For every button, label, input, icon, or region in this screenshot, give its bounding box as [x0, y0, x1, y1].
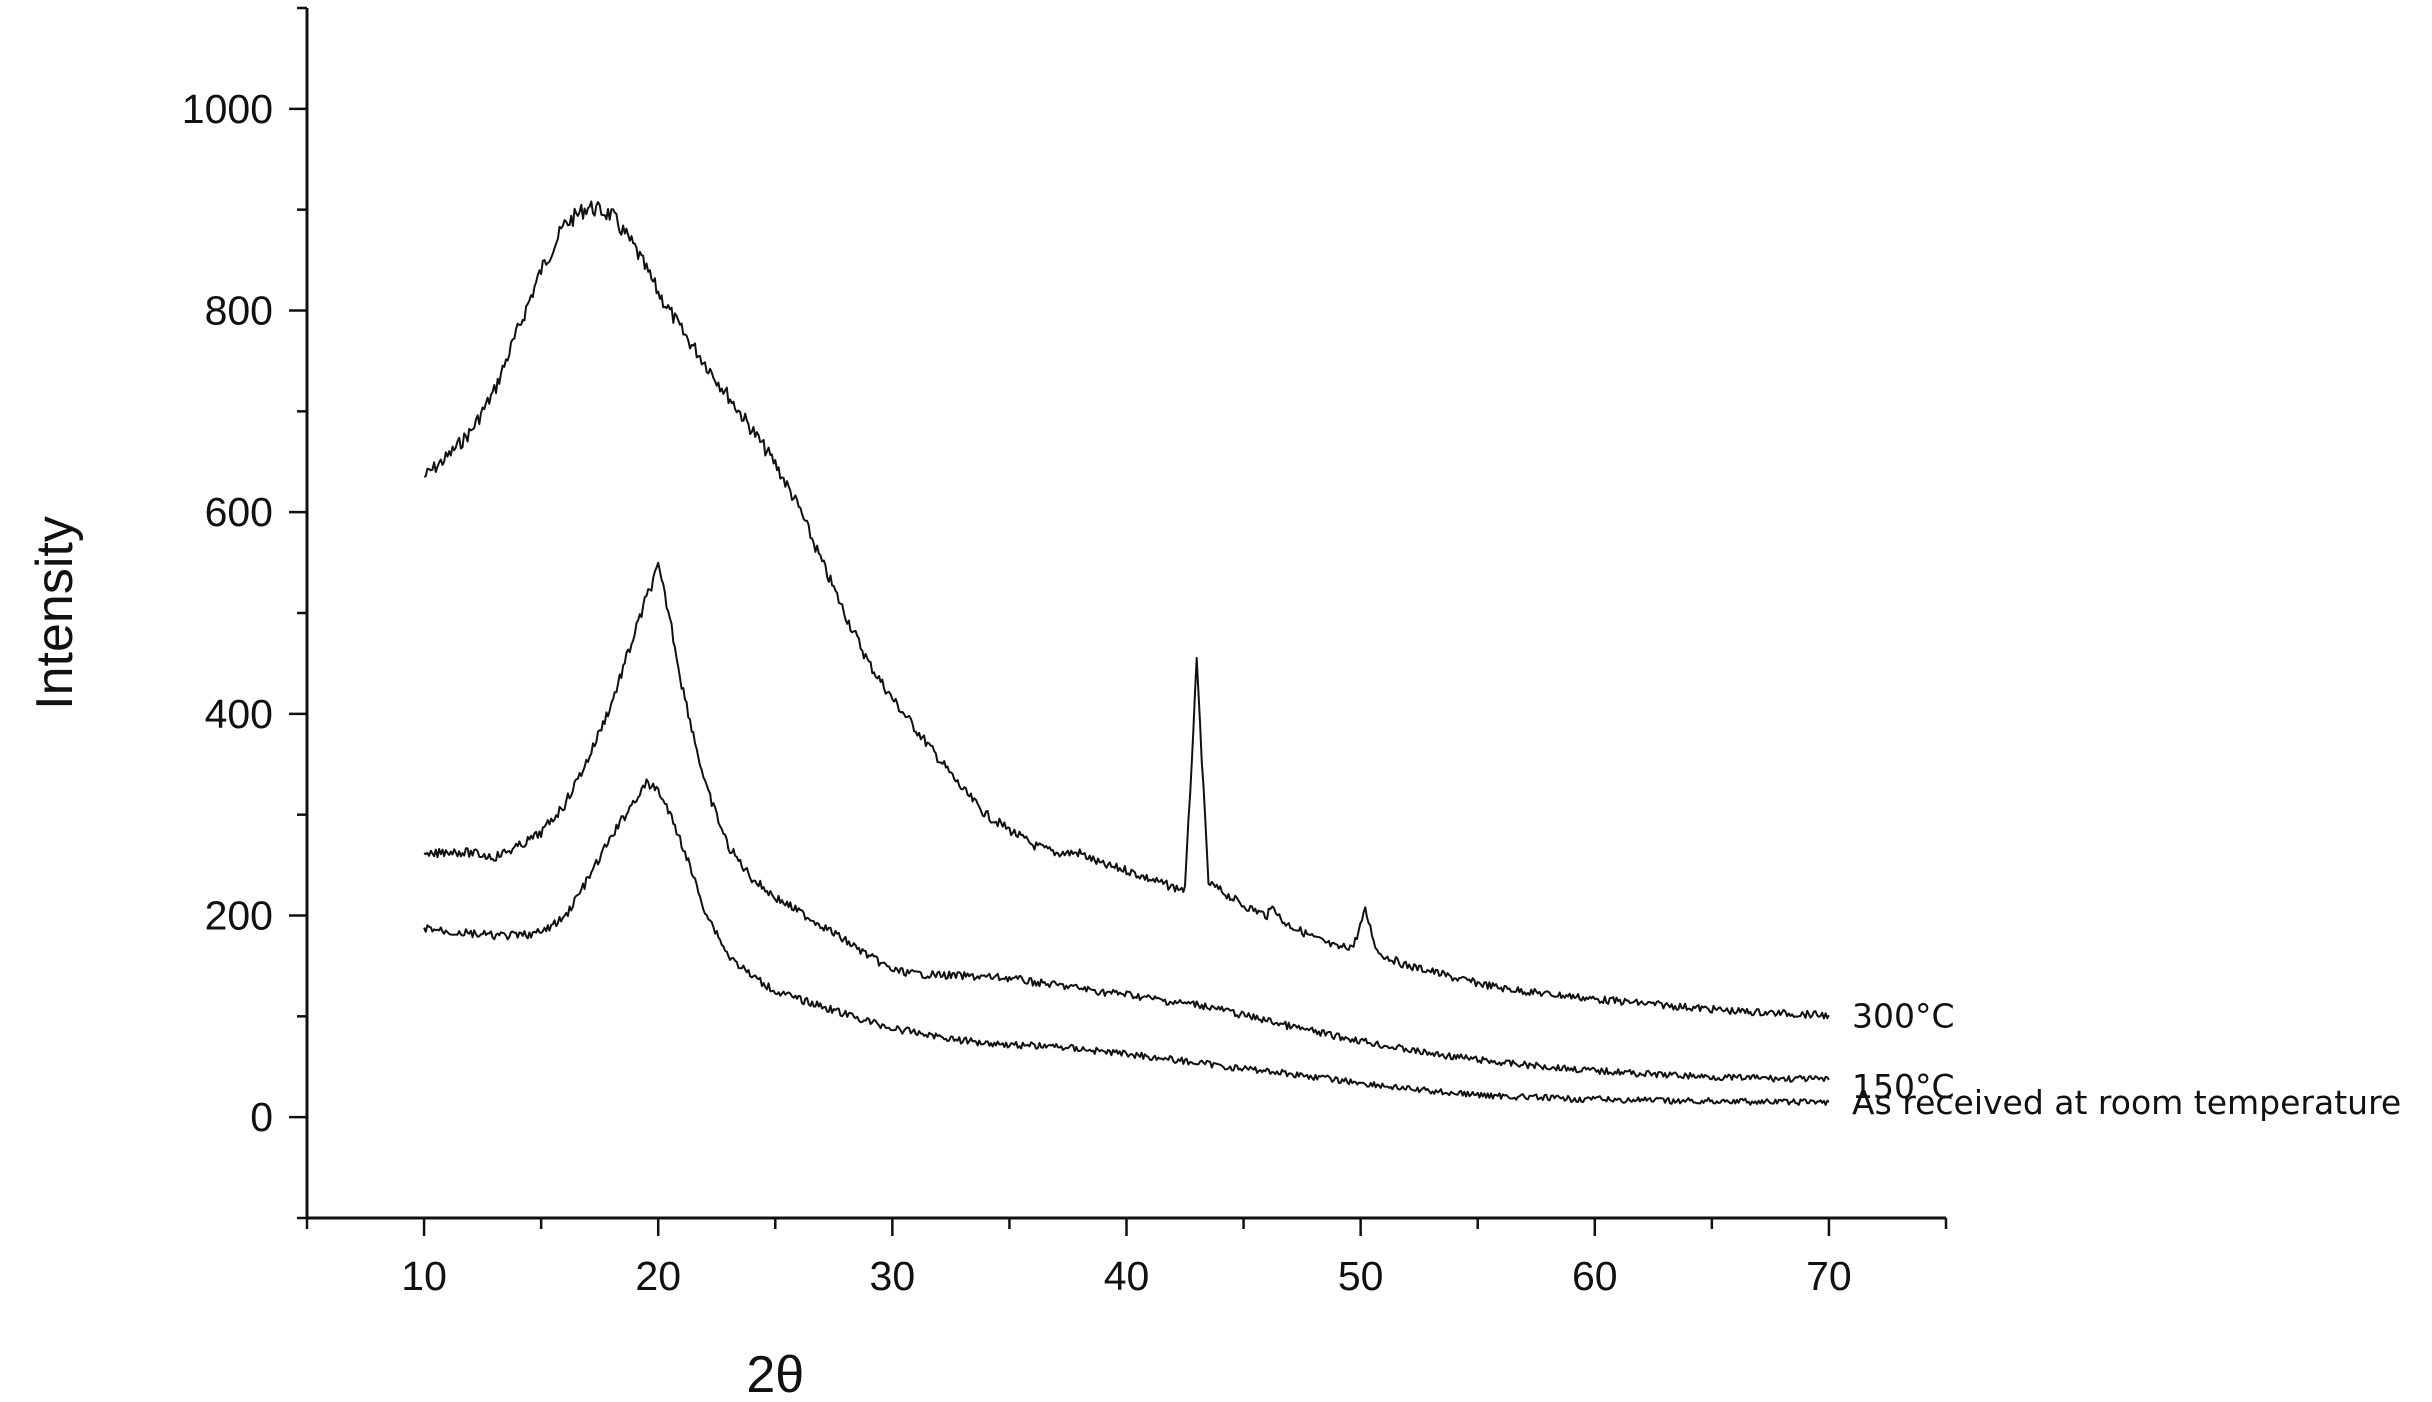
y-tick-label: 600 [205, 489, 273, 535]
x-tick-label: 20 [635, 1253, 681, 1299]
series-label: As received at room temperature [1852, 1083, 2401, 1122]
x-tick-label: 30 [870, 1253, 916, 1299]
y-tick-label: 0 [250, 1094, 273, 1140]
y-tick-label: 200 [205, 893, 273, 939]
series-line [423, 561, 1830, 1083]
labels-group: 300°C 150°CAs received at room temperatur… [1852, 996, 2401, 1122]
x-tick-label: 40 [1104, 1253, 1150, 1299]
series-label: 300°C [1852, 996, 1955, 1035]
axes: 0 200 400 600 800 1000 10 20 30 40 50 60 70 2θ Intensi… [26, 6, 1948, 1402]
x-tick-label: 70 [1806, 1253, 1852, 1299]
x-tick-label: 60 [1572, 1253, 1618, 1299]
series-line [423, 200, 1830, 1020]
y-tick-label: 800 [205, 288, 273, 334]
y-tick-label: 1000 [182, 86, 273, 132]
x-tick-label: 50 [1338, 1253, 1384, 1299]
x-axis-title: 2θ [746, 1346, 804, 1402]
y-axis-title: Intensity [26, 516, 84, 710]
series-group [423, 200, 1830, 1106]
series-line [423, 778, 1830, 1106]
x-tick-label: 10 [401, 1253, 447, 1299]
series-label: 150°C [1852, 1067, 1955, 1106]
y-tick-label: 400 [205, 691, 273, 737]
